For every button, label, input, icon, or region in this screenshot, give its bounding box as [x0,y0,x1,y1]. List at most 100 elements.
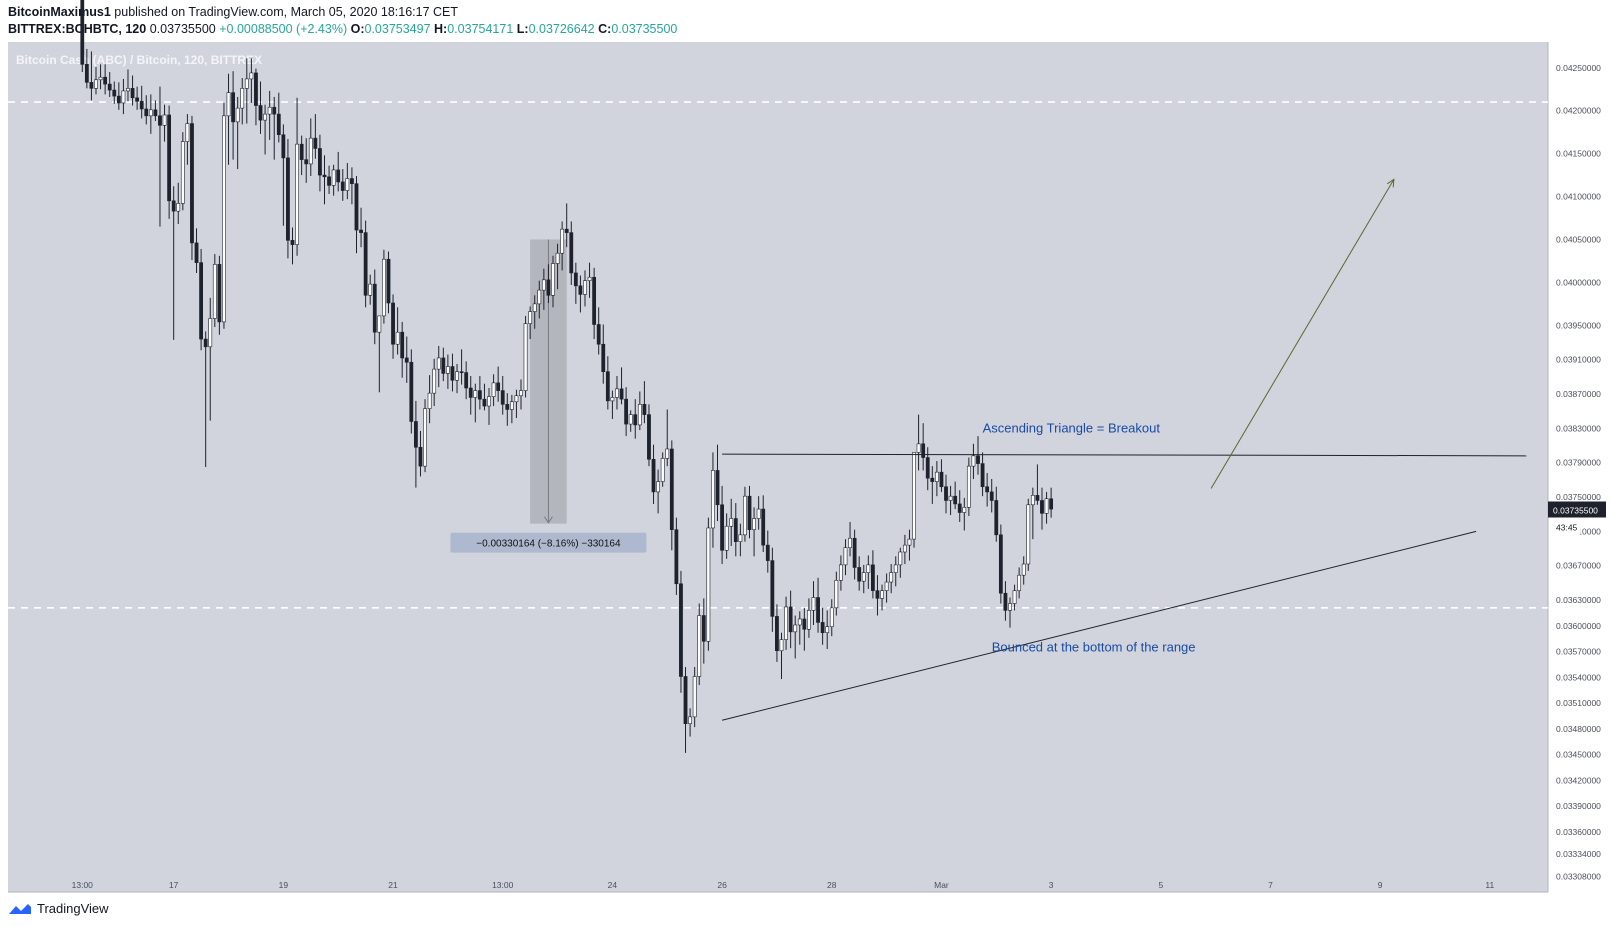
price-axis[interactable]: 0.04250000 0.04200000 0.04150000 0.04100000… [1556,63,1601,882]
time-tick-label: 11 [1485,880,1494,890]
candle [308,118,313,176]
candle [477,375,482,410]
candle-body [546,279,551,296]
measure-label: −0.00330164 (−8.16%) −330164 [476,539,621,550]
candle [880,584,884,611]
candle [1026,498,1031,571]
candle-body [1026,504,1031,565]
candle-body [450,366,455,381]
candle-body [295,143,299,245]
candle-body [203,338,208,348]
time-tick-label: 13:00 [72,880,94,890]
time-tick-label: 17 [169,880,179,890]
candle [1017,567,1022,599]
candle-body [331,169,336,186]
candle [724,513,729,559]
candle-body [893,564,898,573]
price-range-measure[interactable]: −0.00330164 (−8.16%) −330164 [450,239,647,553]
candle-body [436,357,441,370]
candle-body [925,457,930,479]
candle [633,399,638,439]
candle [84,48,89,89]
candle-body [423,408,427,467]
candle-body [966,465,971,508]
candle-body [934,471,939,482]
candle [409,349,414,434]
candle [272,96,277,160]
candle [404,336,409,383]
candle [811,581,816,625]
candle [793,615,798,659]
candle-body [368,283,373,296]
candle [889,564,894,594]
candle [171,186,176,340]
candle-body [171,200,176,212]
publish-info: BitcoinMaximus1 published on TradingView… [8,5,458,19]
candle [866,555,871,589]
candle [391,294,395,359]
price-tick-label: 0.03950000 [1556,320,1601,330]
resistance-line[interactable] [722,453,1527,457]
candle-body [80,0,85,65]
candle-body [848,537,852,549]
time-tick-label: 19 [279,880,289,890]
candle-body [902,544,907,553]
candle [930,466,935,504]
candle-body [468,387,473,398]
candle-body [788,606,793,633]
candle-body [738,534,743,542]
candle-body [477,390,482,400]
candle [875,575,880,616]
candle [1044,491,1049,524]
candle [701,598,706,664]
candle-body [733,518,738,542]
candle-body [761,508,766,546]
candle-body [1017,574,1022,591]
candle [464,361,469,400]
candle-body [464,372,469,389]
candle-body [884,581,889,591]
candle-body [857,567,862,582]
price-tick-label: 0.03450000 [1556,750,1601,760]
candle-body [340,181,345,191]
candle-body [692,676,697,718]
candle [715,444,720,522]
candle-body [318,148,322,176]
candle [363,220,368,308]
price-tick-label: 0.03334000 [1556,849,1601,859]
support-trendline[interactable] [721,530,1477,721]
trendlines[interactable] [721,178,1527,721]
candle [94,66,98,95]
candle-body [752,518,756,530]
low-label: L: [516,22,529,36]
candle [765,530,770,573]
candle-body [615,388,619,398]
time-tick-label: 28 [827,880,837,890]
price-tick-label: 0.03870000 [1556,389,1601,399]
candle [167,105,172,219]
candle-body [578,285,583,295]
candle [743,486,747,542]
candle [843,539,848,576]
candle-body [409,361,414,422]
candle-body [455,371,459,381]
time-tick-label: 9 [1378,880,1383,890]
candle-body [473,390,478,398]
candle [176,182,181,225]
candle [190,115,194,261]
chart-pane[interactable] [8,42,1548,892]
candle-body [601,343,606,372]
candle-body [482,398,487,407]
candle [340,169,345,201]
candle-body [564,228,569,233]
candle-body [445,366,450,374]
candle [327,165,331,194]
time-axis[interactable]: 13:00 17 19 21 13:00 24 26 28 Mar 3 5 7 9 11 [72,880,1495,890]
author-name[interactable]: BitcoinMaximus1 [8,5,111,19]
candle [468,375,473,415]
time-tick-label: 26 [717,880,727,890]
breakout-arrow[interactable] [1210,179,1395,489]
candle-body [541,279,546,291]
candle-body [861,572,866,582]
